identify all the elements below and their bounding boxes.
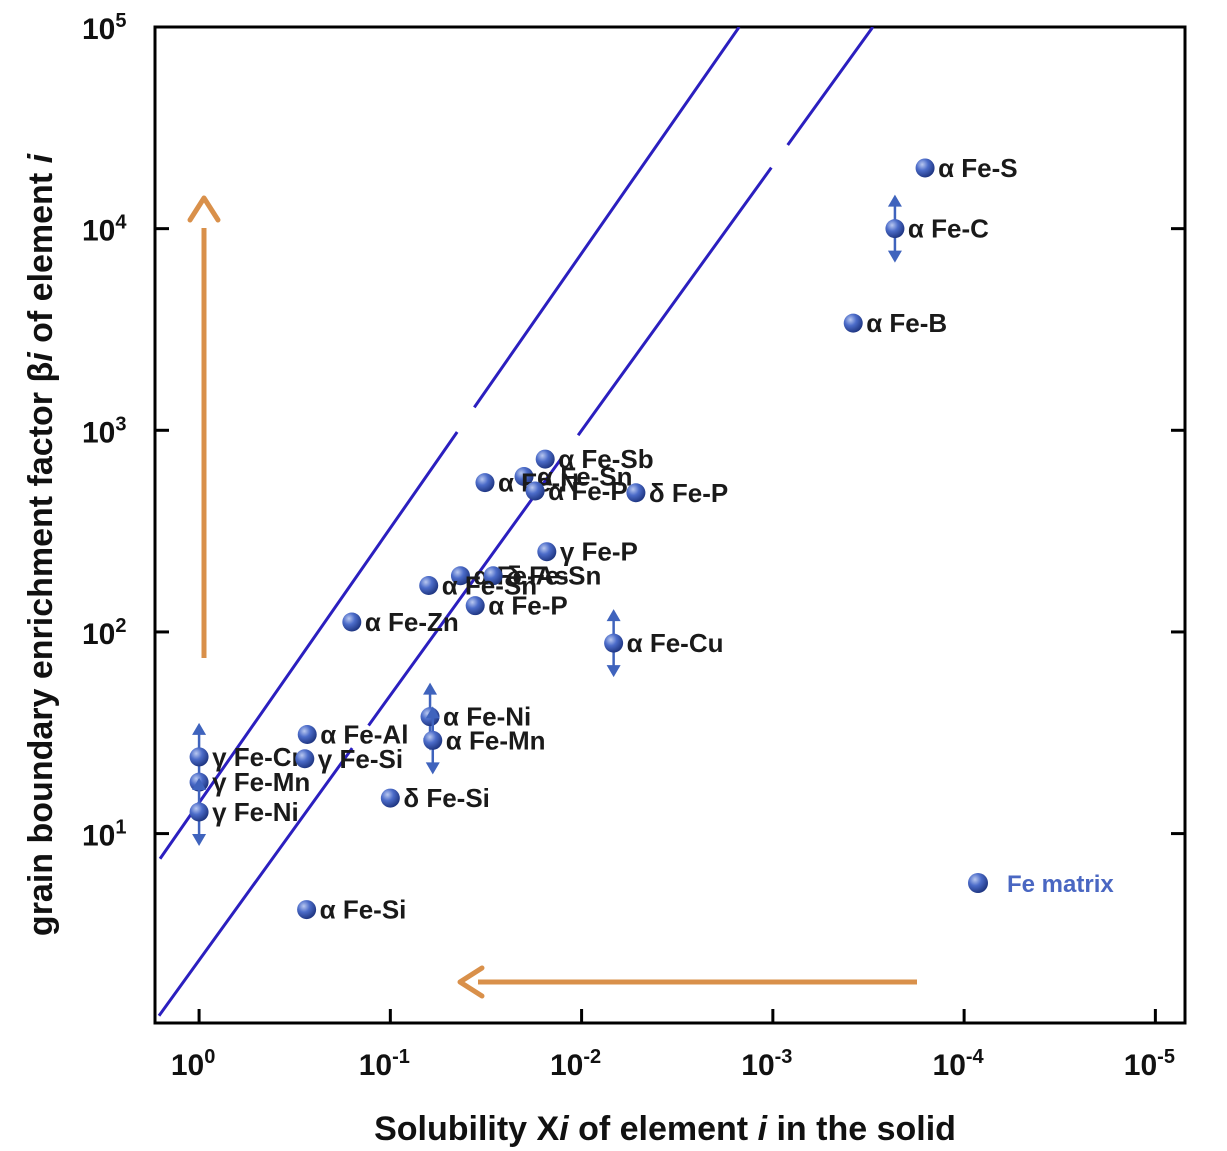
point-label: γ Fe-P	[560, 537, 638, 567]
y-tick-label: 101	[82, 817, 127, 853]
data-point	[535, 449, 555, 469]
point-label: α Fe-S	[938, 153, 1018, 183]
point-label: α Fe-C	[908, 214, 989, 244]
range-arrow-up	[887, 194, 902, 207]
point-label: α Fe-Al	[320, 720, 408, 750]
x-tick-label: 100	[171, 1046, 216, 1082]
point-label: α Fe-Sb	[558, 444, 653, 474]
data-point	[915, 158, 935, 178]
data-point	[465, 596, 485, 616]
data-point	[423, 730, 443, 750]
point-label: δ Fe-Si	[403, 783, 490, 813]
data-point	[297, 725, 317, 745]
range-arrow-down	[887, 250, 902, 263]
x-axis-title: Solubility Xi of element i in the solid	[374, 1110, 956, 1148]
point-label: γ Fe-Si	[318, 744, 403, 774]
point-label: δ Fe-P	[649, 478, 728, 508]
data-point	[189, 747, 209, 767]
point-label: α Fe-P	[488, 591, 568, 621]
point-label: α Fe-B	[866, 308, 947, 338]
point-label: α Fe-Si	[320, 895, 407, 925]
range-arrow-up	[192, 777, 207, 790]
point-label: α Fe-Mn	[446, 725, 546, 755]
guide-line	[157, 27, 875, 1017]
data-point	[537, 542, 557, 562]
y-axis-title: grain boundary enrichment factor βi of e…	[22, 152, 60, 936]
point-label: α Fe-Ni	[443, 702, 531, 732]
x-tick-label: 10-1	[359, 1046, 410, 1082]
point-label: α Fe-Cu	[627, 628, 724, 658]
point-label: α Fe-Zn	[365, 607, 459, 637]
data-point	[380, 788, 400, 808]
point-label: γ Fe-Ni	[212, 797, 299, 827]
data-point	[483, 566, 503, 586]
data-point	[297, 900, 317, 920]
range-arrow-up	[606, 609, 621, 622]
x-tick-label: 10-5	[1124, 1046, 1175, 1082]
point-label: γ Fe-Mn	[212, 767, 310, 797]
data-point	[295, 749, 315, 769]
legend: Fe matrix	[968, 871, 1114, 898]
point-label: γ Fe-Cr	[212, 742, 302, 772]
data-point	[475, 473, 495, 493]
data-point	[419, 575, 439, 595]
left-arrow-head	[457, 965, 485, 999]
legend-label: Fe matrix	[1007, 871, 1114, 898]
plot-frame	[153, 25, 1187, 1025]
guide-line	[158, 27, 741, 860]
y-tick-label: 104	[82, 212, 127, 248]
legend-marker	[968, 873, 988, 893]
point-label: δ Fe-Sn	[506, 561, 601, 591]
data-point	[514, 467, 534, 487]
data-point	[843, 313, 863, 333]
guide-lines	[157, 27, 875, 1017]
trend-arrows	[187, 195, 917, 999]
data-point	[604, 633, 624, 653]
y-tick-label: 105	[82, 10, 127, 46]
x-tick-label: 10-2	[550, 1046, 601, 1082]
range-arrow-up	[192, 722, 207, 735]
point-label: α Fe-Sn	[537, 462, 632, 492]
data-point	[450, 566, 470, 586]
range-arrow-up	[423, 682, 438, 695]
data-point	[342, 612, 362, 632]
range-arrow-down	[192, 833, 207, 846]
y-tick-label: 102	[82, 615, 127, 651]
data-point	[189, 802, 209, 822]
range-arrow-up	[425, 706, 440, 719]
point-label: α Fe-P	[548, 476, 628, 506]
data-point	[885, 219, 905, 239]
data-points: α Fe-Sα Fe-Cα Fe-Bα Fe-Sbα Fe-Snα Fe-Nα …	[189, 153, 1018, 925]
data-point	[525, 481, 545, 501]
up-arrow-head	[187, 195, 221, 223]
x-tick-label: 10-3	[741, 1046, 792, 1082]
x-tick-label: 10-4	[933, 1046, 985, 1082]
y-tick-label: 103	[82, 413, 127, 449]
range-arrow-down	[425, 762, 440, 775]
axis-ticks: 100 10-1 10-2 10-3 10-4 10-5 101 102 103 104 105	[82, 10, 1185, 1082]
data-point	[626, 483, 646, 503]
point-label: α Fe-Sn	[442, 570, 537, 600]
range-arrow-down	[606, 665, 621, 678]
